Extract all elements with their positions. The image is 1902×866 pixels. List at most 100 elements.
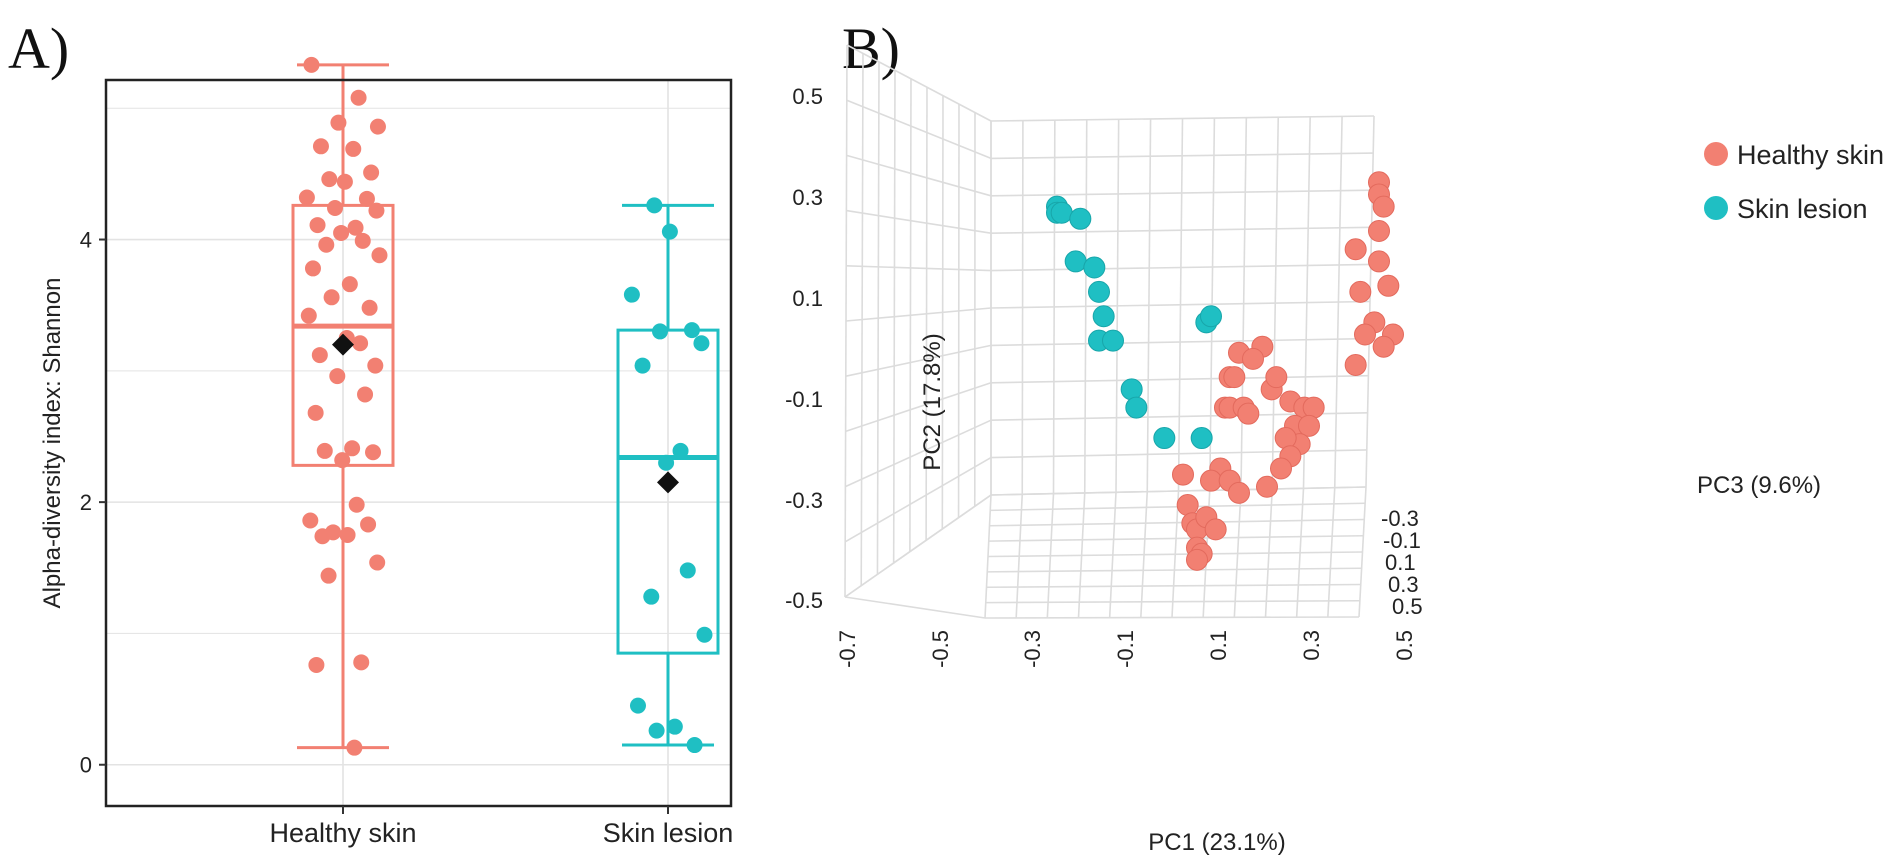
point-lesion [648, 722, 665, 739]
mean-marker [657, 471, 679, 494]
floor-gridline [990, 486, 1367, 496]
wall-back-gridline [1208, 118, 1216, 491]
wall-back-gridline [1177, 118, 1184, 492]
panel-b-ticks: -0.5-0.3-0.10.10.30.5-0.7 -0.5 -0.3 -0.1 0.1… [785, 84, 1423, 668]
point-healthy [1274, 427, 1297, 450]
wall-left-gridline [846, 265, 992, 272]
wall-back-gridline [1146, 118, 1152, 492]
point-lesion [1125, 396, 1148, 419]
point-healthy [1354, 323, 1376, 346]
point-lesion [1153, 427, 1176, 450]
point-healthy [1344, 238, 1367, 261]
point-healthy [344, 440, 361, 457]
point-lesion [686, 737, 703, 754]
point-healthy [1256, 475, 1278, 498]
point-healthy [350, 89, 367, 106]
point-lesion [1190, 427, 1213, 450]
point-healthy [1200, 469, 1222, 492]
mean-marker [332, 333, 354, 356]
point-healthy [1302, 396, 1325, 419]
y-tick-label: 4 [80, 228, 92, 253]
point-healthy [300, 307, 317, 324]
point-lesion [1083, 256, 1106, 279]
panel-a-gridlines [106, 80, 731, 806]
point-healthy [369, 554, 386, 571]
point-lesion [672, 442, 689, 459]
point-lesion [658, 454, 675, 471]
x-tick-label: -0.7 [835, 630, 860, 668]
wall-left-gridline [845, 344, 992, 377]
point-lesion [646, 197, 663, 214]
z-tick-label: 0.5 [1392, 594, 1423, 619]
panel-a-boxplots [291, 63, 720, 750]
box-iqr [616, 328, 720, 655]
x-tick-label: -0.3 [1020, 630, 1045, 668]
point-lesion [693, 335, 710, 352]
point-lesion [683, 322, 700, 339]
y-tick-label: 0.5 [792, 84, 823, 109]
point-healthy [1368, 250, 1390, 273]
point-healthy [298, 189, 315, 206]
point-healthy [352, 335, 369, 352]
floor-gridline [989, 518, 1365, 527]
y-tick-label: 0.3 [792, 185, 823, 210]
point-healthy [1176, 494, 1199, 517]
point-lesion [679, 562, 696, 579]
x-tick-label: 0.1 [1206, 630, 1231, 661]
x-tick-label: Healthy skin [269, 818, 416, 848]
panel-b: B) -0.5-0.3-0.10.10.30.5-0.7 -0.5 -0.3 -0.1… [785, 16, 1884, 856]
wall-left-gridline [845, 307, 992, 322]
point-healthy [330, 114, 347, 131]
panel-b-z-axis-title: PC3 (9.6%) [1697, 472, 1821, 499]
wall-left-gridline [909, 78, 912, 552]
point-healthy [303, 56, 320, 73]
floor-gridline [984, 616, 1360, 619]
point-healthy [1270, 457, 1292, 480]
point-healthy [354, 232, 371, 249]
point-lesion [634, 357, 651, 374]
panel-a-label: A) [8, 16, 69, 81]
legend-marker-healthy [1704, 142, 1728, 166]
point-healthy [363, 164, 380, 181]
z-tick-label: -0.3 [1381, 506, 1419, 531]
wall-back-gridline [1271, 117, 1280, 490]
y-tick-label: 2 [80, 490, 92, 515]
point-lesion [1069, 207, 1092, 230]
panel-b-x-axis-title: PC1 (23.1%) [1148, 829, 1285, 856]
wall-left-gridline [845, 419, 992, 488]
y-tick-label: 0.1 [792, 286, 823, 311]
point-healthy [361, 299, 378, 316]
point-lesion [1088, 280, 1110, 303]
wall-back-gridline [1083, 119, 1088, 494]
point-healthy [320, 567, 337, 584]
point-healthy [1223, 366, 1246, 389]
point-lesion [652, 323, 669, 340]
wall-back-gridline [1115, 119, 1120, 493]
x-tick-label: 0.5 [1392, 630, 1417, 661]
legend-label-healthy: Healthy skin [1737, 140, 1884, 170]
point-lesion [629, 697, 646, 714]
point-healthy [333, 224, 350, 241]
wall-left-gridline [846, 99, 992, 160]
point-healthy [371, 247, 388, 264]
point-healthy [321, 171, 338, 188]
panel-a-plot-border [104, 78, 733, 808]
point-healthy [1242, 347, 1264, 370]
point-healthy [334, 452, 351, 469]
point-lesion [1120, 378, 1143, 401]
point-healthy [360, 516, 377, 533]
point-lesion [1050, 201, 1073, 224]
y-tick-label: -0.5 [785, 588, 823, 613]
wall-left-gridline [846, 154, 992, 197]
point-healthy [357, 386, 374, 403]
floor-gridline [988, 534, 1364, 542]
panel-a-y-ticks: 0 2 4 [80, 228, 106, 778]
legend-label-lesion: Skin lesion [1737, 194, 1868, 224]
point-healthy [1372, 335, 1395, 358]
y-tick-label: 0 [80, 753, 92, 778]
point-healthy [1186, 548, 1208, 571]
point-healthy [327, 200, 344, 217]
point-healthy [368, 202, 385, 219]
wall-left-gridline [860, 53, 864, 586]
